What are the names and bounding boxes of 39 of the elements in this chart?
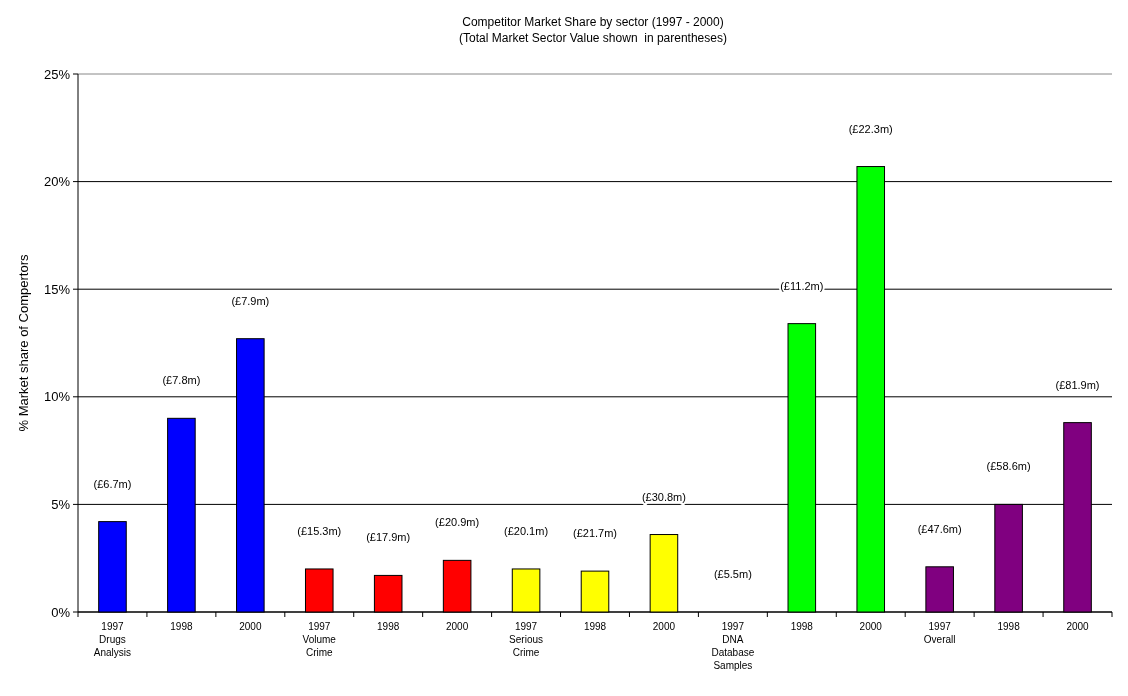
annotation: (£81.9m) xyxy=(1055,378,1100,391)
y-tick-label: 25% xyxy=(43,66,71,82)
y-tick-label: 20% xyxy=(43,174,71,190)
y-tick-label: 5% xyxy=(51,496,71,512)
x-tick-label: 2000 xyxy=(652,621,676,632)
y-axis-title: % Market share of Compertors xyxy=(16,254,31,432)
annotation: (£20.1m) xyxy=(504,524,549,537)
x-tick-label: 1998 xyxy=(170,621,193,632)
chart-subtitle: (Total Market Sector Value shown in parentheses) xyxy=(459,31,727,45)
chart-title: Competitor Market Share by sector (1997 - 2000) xyxy=(462,15,724,29)
x-tick-label: 1997 DNA Database Samples xyxy=(711,621,755,671)
annotation: (£15.3m) xyxy=(297,524,342,537)
x-tick-label: 1998 xyxy=(790,621,814,632)
x-tick-label: 1998 xyxy=(997,621,1021,632)
annotation: (£6.7m) xyxy=(93,477,132,490)
x-tick-label: 1997 Drugs Analysis xyxy=(93,621,132,658)
annotation: (£17.9m) xyxy=(366,531,411,544)
annotation: (£58.6m) xyxy=(986,460,1031,473)
annotation: (£22.3m) xyxy=(848,122,893,135)
y-tick-label: 10% xyxy=(43,389,71,405)
annotation: (£7.9m) xyxy=(231,294,270,307)
y-tick-label: 0% xyxy=(51,604,71,620)
x-tick-label: 1997 Serious Crime xyxy=(509,621,544,658)
x-tick-label: 1998 xyxy=(583,621,607,632)
x-tick-label: 2000 xyxy=(859,621,883,632)
annotation: (£7.8m) xyxy=(162,374,201,387)
x-tick-label: 2000 xyxy=(1066,621,1090,632)
y-tick-label: 15% xyxy=(43,281,71,297)
annotation: (£5.5m) xyxy=(713,568,752,580)
x-tick-label: 1997 Volume Crime xyxy=(302,621,337,658)
x-tick-label: 1998 xyxy=(377,621,400,632)
x-tick-label: 1997 Overall xyxy=(923,621,956,645)
annotation: (£11.2m) xyxy=(780,279,824,292)
annotation: (£20.9m) xyxy=(435,516,480,529)
annotation: (£47.6m) xyxy=(917,522,962,535)
x-tick-label: 2000 xyxy=(446,621,469,632)
annotation: (£21.7m) xyxy=(572,527,618,540)
x-tick-label: 2000 xyxy=(239,621,262,632)
annotation: (£30.8m) xyxy=(641,490,686,503)
